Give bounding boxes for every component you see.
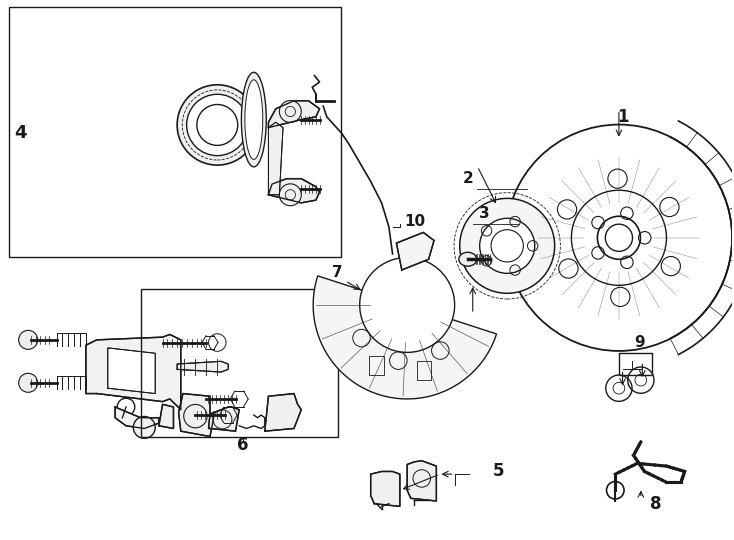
Polygon shape [269, 122, 283, 195]
Circle shape [459, 198, 555, 293]
Polygon shape [396, 232, 434, 270]
Circle shape [18, 373, 37, 392]
Text: 7: 7 [333, 265, 343, 280]
Bar [417, 361, 432, 380]
Text: 4: 4 [14, 124, 26, 142]
Polygon shape [208, 407, 239, 431]
Bar [619, 353, 652, 375]
Circle shape [280, 100, 301, 123]
Polygon shape [115, 407, 159, 428]
Text: 5: 5 [493, 462, 504, 481]
Text: 10: 10 [404, 214, 425, 229]
Bar [141, 289, 338, 436]
Polygon shape [108, 348, 155, 394]
Ellipse shape [241, 72, 266, 167]
Text: 8: 8 [650, 495, 661, 512]
Circle shape [480, 218, 535, 273]
Circle shape [360, 258, 454, 353]
Polygon shape [178, 394, 214, 436]
Ellipse shape [459, 252, 476, 266]
Text: 9: 9 [634, 335, 644, 350]
Bar [369, 356, 384, 375]
Text: 1: 1 [617, 108, 628, 126]
Circle shape [134, 416, 155, 438]
Polygon shape [313, 276, 497, 399]
Circle shape [186, 94, 248, 156]
Text: 2: 2 [462, 171, 473, 186]
Circle shape [177, 85, 258, 165]
Circle shape [18, 330, 37, 349]
Polygon shape [159, 404, 173, 428]
Polygon shape [265, 394, 301, 431]
Polygon shape [86, 334, 181, 410]
Polygon shape [269, 179, 319, 203]
Text: 6: 6 [237, 436, 249, 454]
Polygon shape [269, 101, 319, 127]
Polygon shape [407, 461, 437, 501]
Bar [10, 7, 341, 256]
Text: 3: 3 [479, 206, 489, 221]
Ellipse shape [245, 80, 263, 159]
Polygon shape [177, 361, 228, 372]
Circle shape [280, 184, 301, 206]
Polygon shape [371, 471, 400, 507]
